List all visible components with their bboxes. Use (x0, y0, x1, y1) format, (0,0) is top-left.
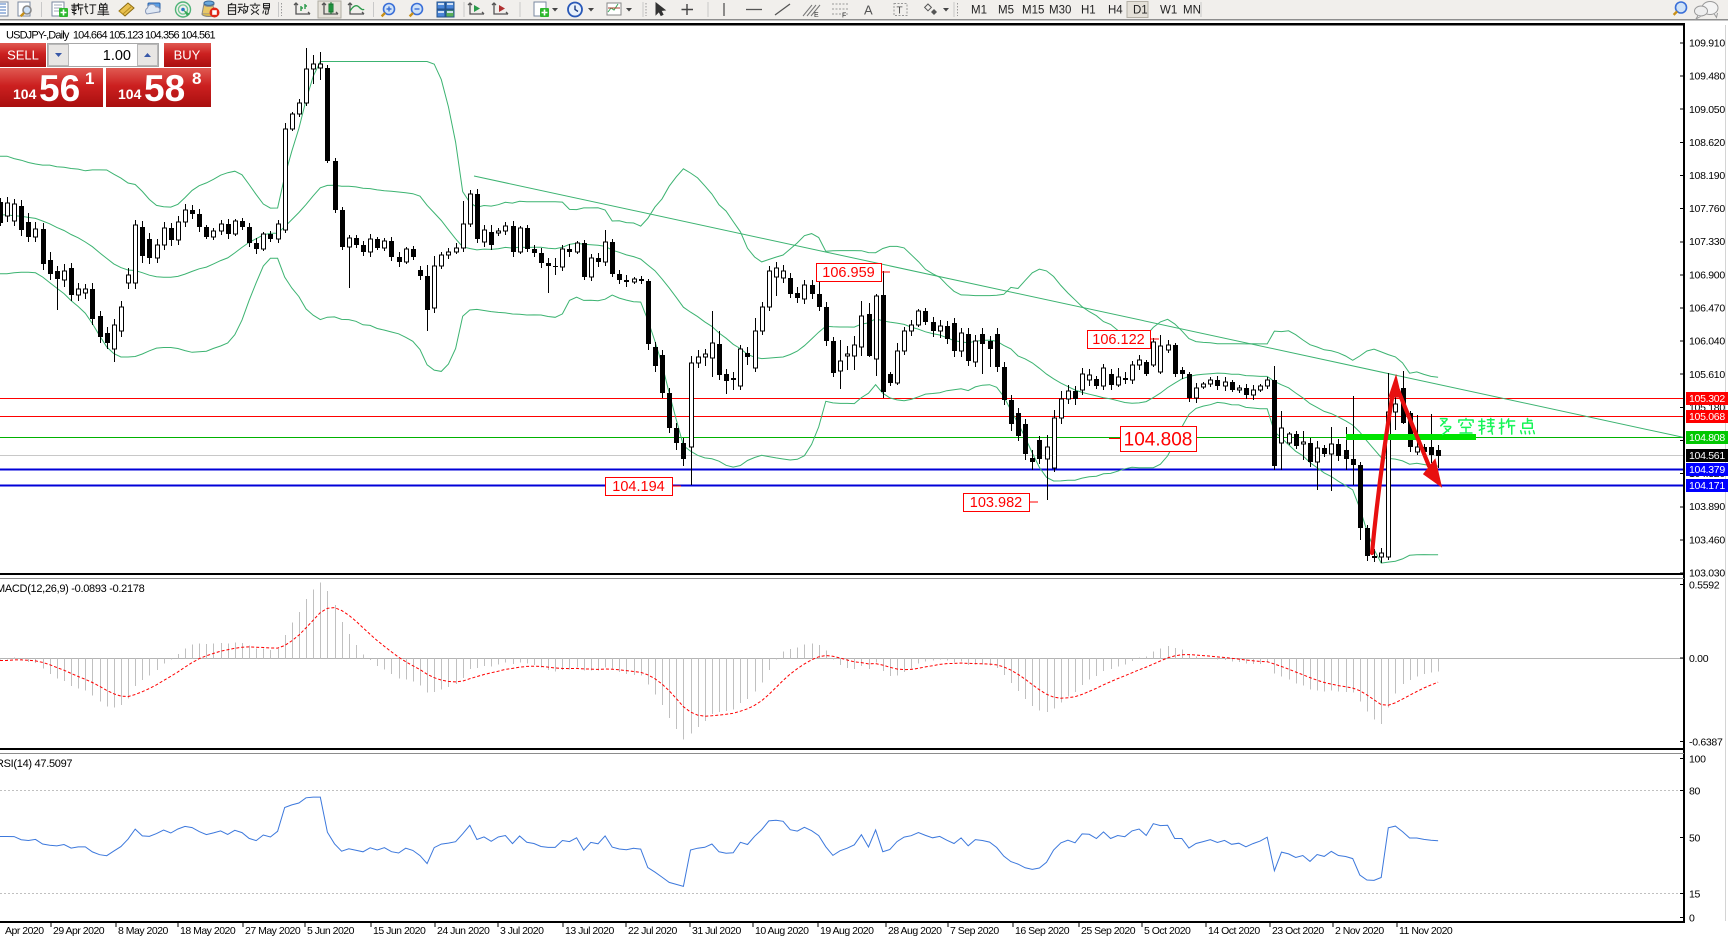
svg-text:W1: W1 (1160, 5, 1177, 17)
svg-text:58: 58 (144, 68, 185, 109)
svg-text:8: 8 (192, 69, 201, 88)
svg-text:H1: H1 (1081, 5, 1096, 17)
svg-text:T: T (897, 6, 903, 17)
svg-text:109.910: 109.910 (1689, 38, 1725, 50)
svg-text:22 Jul 2020: 22 Jul 2020 (628, 925, 677, 937)
svg-text:15 Jun 2020: 15 Jun 2020 (373, 925, 426, 937)
svg-text:106.122: 106.122 (1092, 332, 1144, 348)
svg-text:106.959: 106.959 (822, 265, 874, 281)
svg-text:10 Aug 2020: 10 Aug 2020 (755, 925, 809, 937)
svg-text:19 Aug 2020: 19 Aug 2020 (820, 925, 874, 937)
svg-text:104.808: 104.808 (1689, 432, 1725, 444)
svg-text:108.620: 108.620 (1689, 137, 1725, 149)
svg-text:5 Jun 2020: 5 Jun 2020 (307, 925, 355, 937)
svg-text:M1: M1 (971, 5, 987, 17)
svg-text:5 Oct 2020: 5 Oct 2020 (1144, 925, 1191, 937)
svg-text:MN: MN (1183, 5, 1201, 17)
svg-text:104.561: 104.561 (1689, 450, 1725, 462)
svg-text:104.194: 104.194 (612, 479, 664, 495)
svg-text:100: 100 (1689, 753, 1706, 765)
svg-text:24 Jun 2020: 24 Jun 2020 (437, 925, 490, 937)
svg-text:107.330: 107.330 (1689, 236, 1725, 248)
svg-text:103.460: 103.460 (1689, 534, 1725, 546)
svg-text:105.068: 105.068 (1689, 411, 1725, 423)
svg-text:104.808: 104.808 (1124, 429, 1193, 450)
svg-text:0.00: 0.00 (1689, 653, 1709, 665)
svg-text:28 Aug 2020: 28 Aug 2020 (888, 925, 942, 937)
svg-text:103.030: 103.030 (1689, 568, 1725, 580)
svg-text:Apr 2020: Apr 2020 (5, 925, 44, 937)
svg-text:3 Jul 2020: 3 Jul 2020 (500, 925, 544, 937)
svg-text:80: 80 (1689, 785, 1701, 797)
svg-text:RSI(14) 47.5097: RSI(14) 47.5097 (0, 758, 72, 770)
svg-text:-0.6387: -0.6387 (1689, 737, 1723, 749)
svg-text:8 May 2020: 8 May 2020 (118, 925, 169, 937)
svg-text:106.900: 106.900 (1689, 269, 1725, 281)
svg-text:A: A (864, 3, 873, 18)
svg-text:106.470: 106.470 (1689, 303, 1725, 315)
svg-text:109.480: 109.480 (1689, 71, 1725, 83)
svg-text:107.760: 107.760 (1689, 203, 1725, 215)
svg-text:M15: M15 (1022, 5, 1044, 17)
svg-text:M30: M30 (1049, 5, 1071, 17)
svg-text:104: 104 (13, 86, 37, 102)
svg-text:56: 56 (39, 68, 80, 109)
svg-text:27 May 2020: 27 May 2020 (245, 925, 301, 937)
svg-text:103.890: 103.890 (1689, 501, 1725, 513)
svg-text:F: F (842, 13, 846, 20)
svg-text:29 Apr 2020: 29 Apr 2020 (53, 925, 105, 937)
svg-text:MACD(12,26,9) -0.0893 -0.2178: MACD(12,26,9) -0.0893 -0.2178 (0, 583, 145, 595)
svg-text:SELL: SELL (7, 48, 39, 63)
svg-text:104.171: 104.171 (1689, 480, 1725, 492)
svg-text:H4: H4 (1108, 5, 1123, 17)
svg-text:108.190: 108.190 (1689, 170, 1725, 182)
svg-text:105.610: 105.610 (1689, 369, 1725, 381)
svg-text:14 Oct 2020: 14 Oct 2020 (1208, 925, 1260, 937)
svg-text:11 Nov 2020: 11 Nov 2020 (1399, 925, 1453, 937)
svg-text:105.302: 105.302 (1689, 393, 1725, 405)
svg-text:USDJPY-,Daily 104.664 105.123: USDJPY-,Daily 104.664 105.123 104.356 10… (6, 30, 216, 42)
svg-text:D1: D1 (1133, 5, 1148, 17)
svg-text:50: 50 (1689, 833, 1701, 845)
svg-text:1.00: 1.00 (103, 48, 131, 64)
svg-text:109.050: 109.050 (1689, 104, 1725, 116)
svg-text:13 Jul 2020: 13 Jul 2020 (565, 925, 614, 937)
svg-text:103.982: 103.982 (970, 495, 1022, 511)
svg-text:E: E (814, 12, 819, 19)
svg-text:0.5592: 0.5592 (1689, 580, 1720, 592)
svg-text:106.040: 106.040 (1689, 336, 1725, 348)
svg-text:23 Oct 2020: 23 Oct 2020 (1272, 925, 1324, 937)
svg-text:104: 104 (118, 86, 142, 102)
svg-text:15: 15 (1689, 889, 1701, 901)
svg-text:2 Nov 2020: 2 Nov 2020 (1335, 925, 1384, 937)
svg-text:1: 1 (85, 69, 94, 88)
svg-text:25 Sep 2020: 25 Sep 2020 (1081, 925, 1136, 937)
svg-text:18 May 2020: 18 May 2020 (180, 925, 236, 937)
svg-text:31 Jul 2020: 31 Jul 2020 (692, 925, 741, 937)
svg-text:104.379: 104.379 (1689, 464, 1725, 476)
svg-text:7 Sep 2020: 7 Sep 2020 (950, 925, 999, 937)
svg-text:0: 0 (1689, 912, 1695, 924)
svg-text:BUY: BUY (174, 48, 201, 63)
svg-text:16 Sep 2020: 16 Sep 2020 (1015, 925, 1070, 937)
svg-text:M5: M5 (998, 5, 1014, 17)
